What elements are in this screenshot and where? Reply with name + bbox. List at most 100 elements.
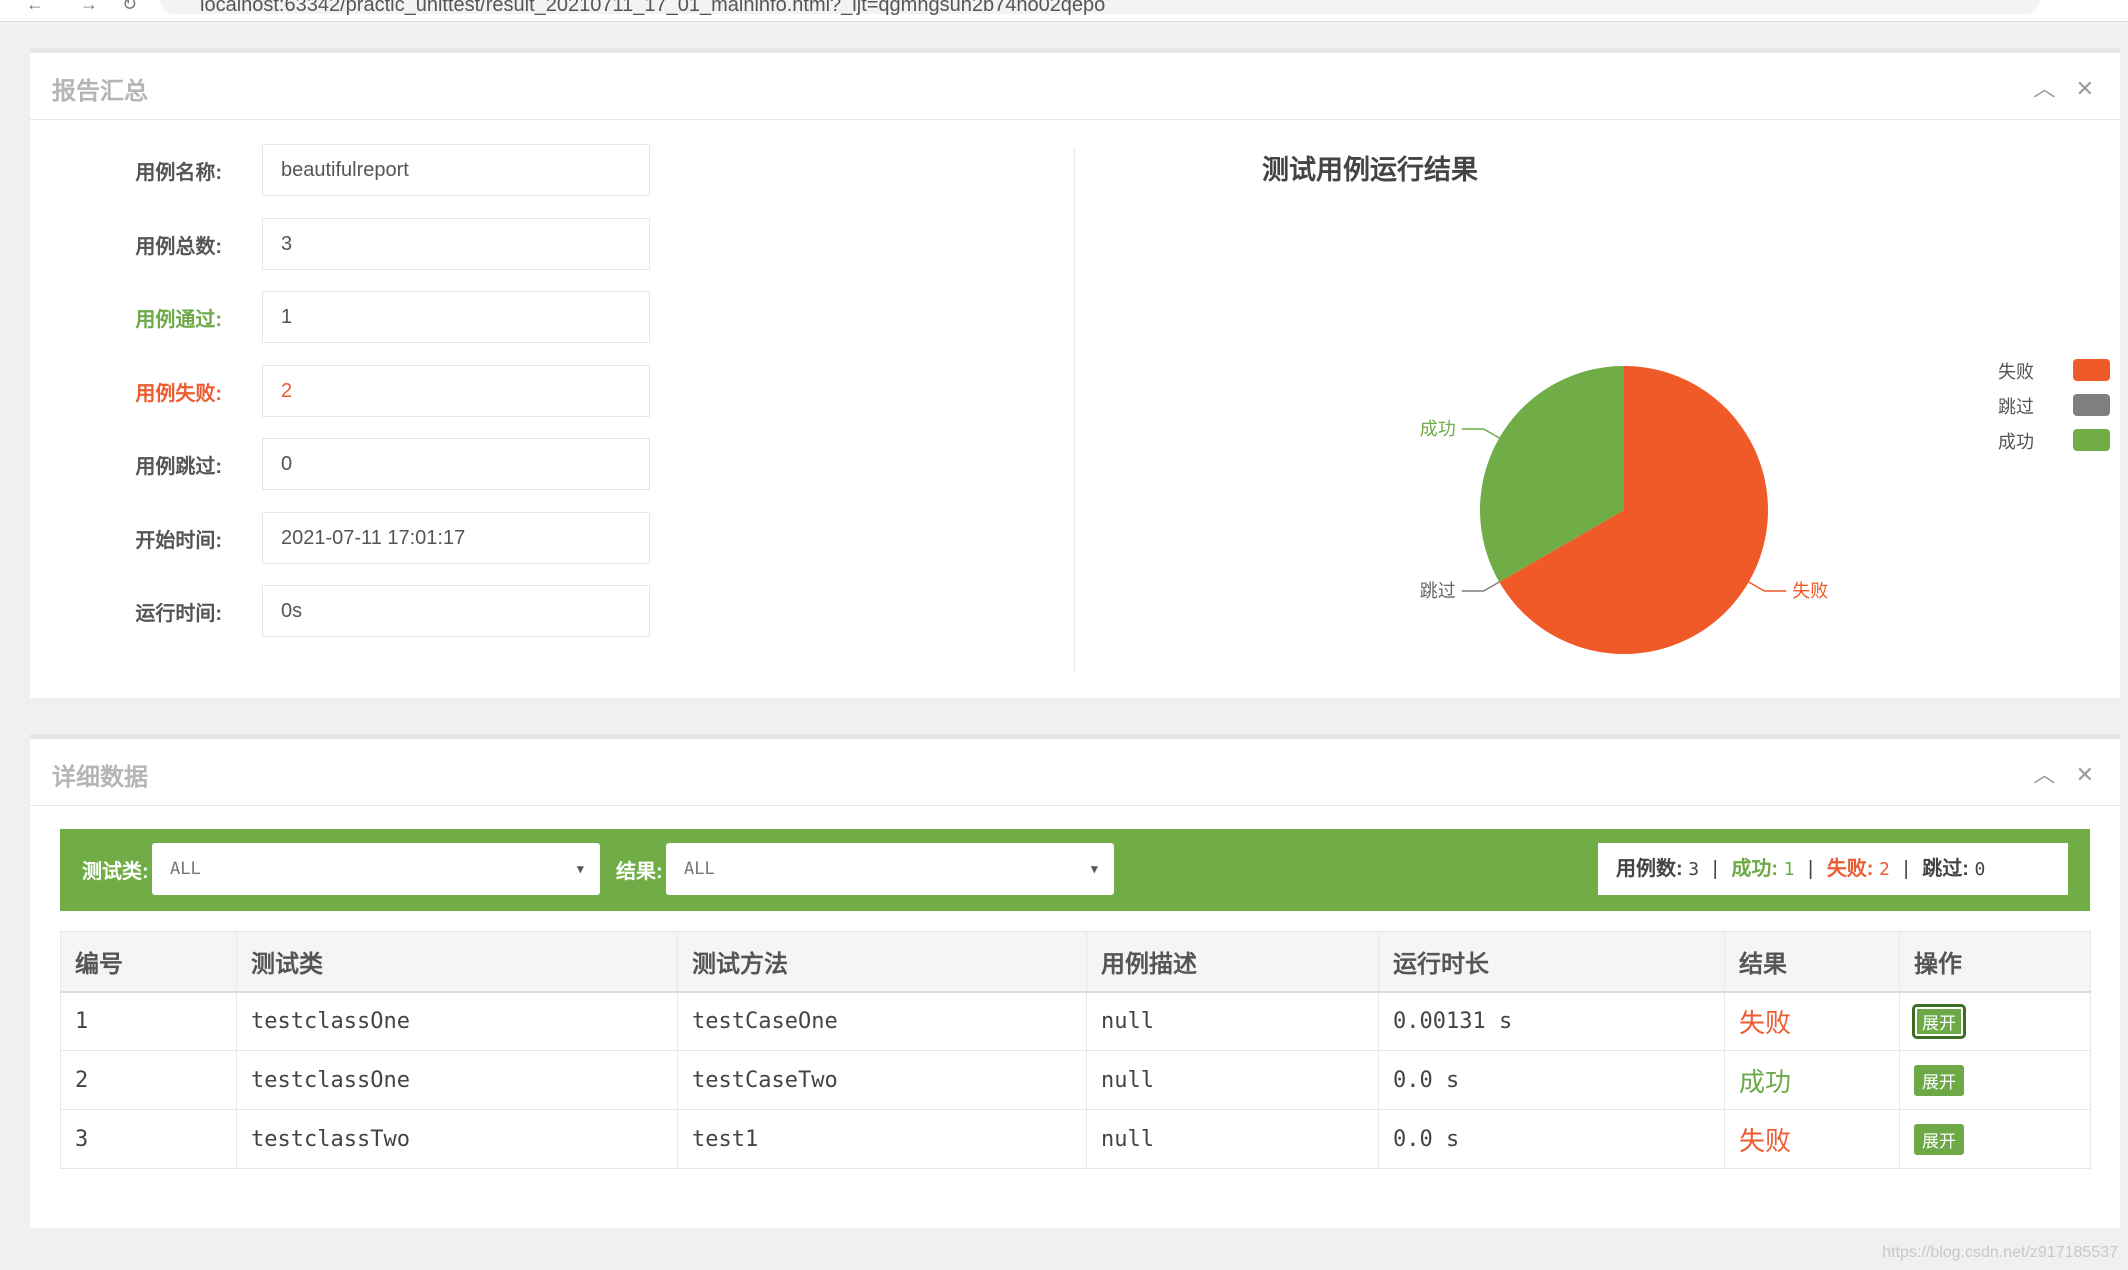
pie-label: 失败 bbox=[1792, 581, 1828, 601]
stats-separator: | bbox=[1712, 858, 1718, 880]
pie-chart: 失败 跳过 成功 bbox=[1420, 366, 1828, 654]
field-label: 开始时间: bbox=[135, 530, 222, 552]
stats-pass: 1 bbox=[1783, 859, 1795, 880]
details-panel-header: 详细数据 ︿ ✕ bbox=[30, 739, 2120, 806]
stats-skip: 0 bbox=[1974, 859, 1986, 880]
case-fail-input[interactable]: 2 bbox=[262, 365, 650, 417]
browser-bar: ← → ↻ localhost:63342/practic_unittest/r… bbox=[0, 0, 2128, 22]
cell-method: testCaseTwo bbox=[677, 1050, 1087, 1110]
field-start-time: 开始时间: 2021-07-11 17:01:17 bbox=[102, 512, 662, 564]
field-label: 用例跳过: bbox=[135, 456, 222, 478]
address-bar[interactable] bbox=[160, 0, 2040, 14]
summary-panel-title: 报告汇总 bbox=[52, 78, 148, 105]
legend-label: 失败 bbox=[1998, 362, 2034, 382]
cell-action: 展开 bbox=[1899, 1050, 2091, 1110]
column-header-result[interactable]: 结果 bbox=[1724, 931, 1900, 993]
reload-icon[interactable]: ↻ bbox=[122, 0, 138, 14]
back-icon[interactable]: ← bbox=[26, 0, 44, 14]
cell-result: 失败 bbox=[1724, 1109, 1900, 1169]
cell-action: 展开 bbox=[1899, 991, 2091, 1051]
field-run-time: 运行时间: 0s bbox=[102, 585, 662, 637]
legend-swatch bbox=[2073, 394, 2110, 416]
field-case-fail: 用例失败: 2 bbox=[102, 365, 662, 417]
column-header-method[interactable]: 测试方法 bbox=[677, 931, 1087, 993]
case-name-input[interactable]: beautifulreport bbox=[262, 144, 650, 196]
run-time-input[interactable]: 0s bbox=[262, 585, 650, 637]
field-case-pass: 用例通过: 1 bbox=[102, 291, 662, 343]
filter-bar: 测试类: ALL ▼ 结果: ALL ▼ 用例数: 3 | 成功: 1 | 失败… bbox=[60, 829, 2090, 911]
cell-result: 失败 bbox=[1724, 991, 1900, 1051]
legend-item-pass[interactable]: 成功 bbox=[1998, 428, 2110, 454]
cell-class: testclassOne bbox=[236, 1050, 678, 1110]
stats-pass-label: 成功: bbox=[1731, 858, 1779, 880]
cell-class: testclassOne bbox=[236, 991, 678, 1051]
filter-class-select[interactable]: ALL ▼ bbox=[152, 843, 600, 895]
field-label: 运行时间: bbox=[135, 603, 222, 625]
field-case-skip: 用例跳过: 0 bbox=[102, 438, 662, 490]
legend-label: 成功 bbox=[1998, 432, 2034, 452]
collapse-icon[interactable]: ︿ bbox=[2033, 762, 2056, 787]
cell-class: testclassTwo bbox=[236, 1109, 678, 1169]
stats-box: 用例数: 3 | 成功: 1 | 失败: 2 | 跳过: 0 bbox=[1598, 843, 2068, 895]
cell-duration: 0.00131 s bbox=[1378, 991, 1725, 1051]
expand-button[interactable]: 展开 bbox=[1914, 1064, 1964, 1096]
watermark: https://blog.csdn.net/z917185537 bbox=[1882, 1244, 2118, 1261]
details-panel: 详细数据 ︿ ✕ 测试类: ALL ▼ 结果: ALL ▼ 用例数: 3 | 成… bbox=[30, 734, 2120, 1228]
close-icon[interactable]: ✕ bbox=[2075, 76, 2094, 101]
summary-panel-header: 报告汇总 ︿ ✕ bbox=[30, 53, 2120, 120]
legend-item-skip[interactable]: 跳过 bbox=[1998, 393, 2110, 419]
close-icon[interactable]: ✕ bbox=[2075, 762, 2094, 787]
details-panel-title: 详细数据 bbox=[52, 764, 148, 791]
column-header-desc[interactable]: 用例描述 bbox=[1086, 931, 1379, 993]
filter-class-value: ALL bbox=[170, 859, 201, 879]
field-label: 用例通过: bbox=[135, 309, 222, 331]
legend-swatch bbox=[2073, 429, 2110, 451]
expand-button[interactable]: 展开 bbox=[1914, 1123, 1964, 1155]
summary-panel: 报告汇总 ︿ ✕ 用例名称: beautifulreport 用例总数: 3 用… bbox=[30, 48, 2120, 698]
cell-result: 成功 bbox=[1724, 1050, 1900, 1110]
field-case-total: 用例总数: 3 bbox=[102, 218, 662, 270]
table-row: 3 testclassTwo test1 null 0.0 s 失败 展开 bbox=[60, 1109, 2091, 1169]
field-label: 用例名称: bbox=[135, 162, 222, 184]
legend-item-fail[interactable]: 失败 bbox=[1998, 358, 2110, 384]
cell-id: 1 bbox=[60, 991, 237, 1051]
filter-result-label: 结果: bbox=[616, 861, 663, 883]
pie-slice-失败[interactable] bbox=[1499, 366, 1768, 654]
case-skip-input[interactable]: 0 bbox=[262, 438, 650, 490]
cell-desc: null bbox=[1086, 1050, 1379, 1110]
collapse-icon[interactable]: ︿ bbox=[2033, 76, 2056, 101]
cell-duration: 0.0 s bbox=[1378, 1109, 1725, 1169]
filter-result-value: ALL bbox=[684, 859, 715, 879]
field-label: 用例总数: bbox=[135, 236, 222, 258]
pie-label: 成功 bbox=[1420, 419, 1456, 439]
divider bbox=[1074, 149, 1075, 673]
legend-label: 跳过 bbox=[1998, 397, 2034, 417]
expand-button[interactable]: 展开 bbox=[1913, 1004, 1965, 1038]
cell-method: test1 bbox=[677, 1109, 1087, 1169]
panel-tools: ︿ ✕ bbox=[2019, 757, 2094, 789]
pie-leader-line bbox=[1461, 581, 1500, 592]
results-table: 编号 测试类 测试方法 用例描述 运行时长 结果 操作 1 testclassO… bbox=[60, 931, 2091, 1169]
stats-fail-label: 失败: bbox=[1826, 858, 1874, 880]
column-header-id[interactable]: 编号 bbox=[60, 931, 237, 993]
forward-icon[interactable]: → bbox=[80, 0, 98, 14]
cell-desc: null bbox=[1086, 1109, 1379, 1169]
stats-total-label: 用例数: bbox=[1616, 858, 1683, 880]
case-total-input[interactable]: 3 bbox=[262, 218, 650, 270]
pie-label: 跳过 bbox=[1420, 581, 1456, 601]
column-header-duration[interactable]: 运行时长 bbox=[1378, 931, 1725, 993]
chevron-down-icon: ▼ bbox=[576, 862, 584, 876]
cell-id: 2 bbox=[60, 1050, 237, 1110]
panel-tools: ︿ ✕ bbox=[2019, 71, 2094, 103]
case-pass-input[interactable]: 1 bbox=[262, 291, 650, 343]
column-header-class[interactable]: 测试类 bbox=[236, 931, 678, 993]
pie-slice-成功[interactable] bbox=[1480, 366, 1624, 582]
cell-duration: 0.0 s bbox=[1378, 1050, 1725, 1110]
url-text: localhost:63342/practic_unittest/result_… bbox=[200, 0, 1106, 16]
column-header-action: 操作 bbox=[1899, 931, 2091, 993]
chevron-down-icon: ▼ bbox=[1090, 862, 1098, 876]
field-label: 用例失败: bbox=[135, 383, 222, 405]
pie-leader-line bbox=[1461, 428, 1500, 439]
start-time-input[interactable]: 2021-07-11 17:01:17 bbox=[262, 512, 650, 564]
filter-result-select[interactable]: ALL ▼ bbox=[666, 843, 1114, 895]
